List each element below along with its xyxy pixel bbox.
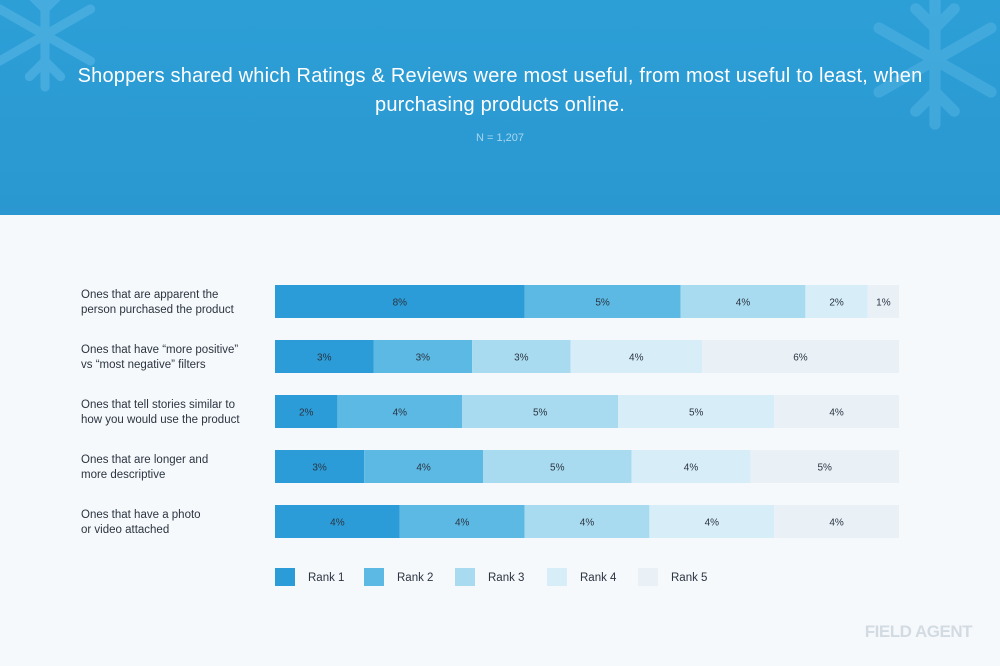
bar-segment: [805, 285, 868, 318]
bar-segment: [524, 505, 650, 538]
bar-segment: [750, 450, 899, 483]
category-label: Ones that have a photo or video attached: [81, 509, 201, 536]
data-label: 4%: [736, 298, 751, 309]
data-label: 5%: [817, 463, 832, 474]
bar-segment: [774, 505, 899, 538]
legend-swatch: [638, 568, 658, 586]
category-label: Ones that have “more positive” vs “most n…: [81, 344, 238, 371]
bar-segment: [631, 450, 751, 483]
bar-segment: [618, 395, 775, 428]
legend-swatch: [547, 568, 567, 586]
bar-segment: [570, 340, 702, 373]
data-label: 4%: [629, 353, 644, 364]
bar-segment: [462, 395, 619, 428]
data-label: 3%: [514, 353, 529, 364]
bar-segment: [275, 450, 365, 483]
data-label: 6%: [793, 353, 808, 364]
bar-segment: [337, 395, 463, 428]
bar-segment: [524, 285, 681, 318]
data-label: 4%: [416, 463, 431, 474]
snowflake-icon: [873, 0, 997, 130]
data-label: 4%: [455, 518, 470, 529]
bar-segment: [774, 395, 899, 428]
field-agent-logo: FIELD AGENT: [864, 622, 973, 641]
category-label: Ones that are apparent the person purchas…: [81, 289, 235, 316]
legend-swatch: [275, 568, 295, 586]
bar-segment: [649, 505, 775, 538]
bar-segment: [701, 340, 899, 373]
data-label: 4%: [829, 518, 844, 529]
data-label: 5%: [550, 463, 565, 474]
bar-segment: [483, 450, 632, 483]
bar-segment: [275, 395, 338, 428]
data-label: 4%: [393, 408, 408, 419]
bar-segment: [275, 285, 525, 318]
data-label: 4%: [829, 408, 844, 419]
data-label: 5%: [689, 408, 704, 419]
data-label: 3%: [317, 353, 332, 364]
category-label: Ones that are longer and more descriptive: [81, 454, 208, 481]
data-label: 3%: [312, 463, 327, 474]
data-label: 4%: [684, 463, 699, 474]
bar-segment: [364, 450, 483, 483]
data-label: 4%: [705, 518, 720, 529]
header-banner: Shoppers shared which Ratings & Reviews …: [0, 0, 1000, 215]
data-label: 2%: [829, 298, 844, 309]
data-label: 2%: [299, 408, 314, 419]
data-label: 5%: [595, 298, 610, 309]
bar-segment: [275, 340, 374, 373]
bar-segment: [373, 340, 473, 373]
legend-swatch: [455, 568, 475, 586]
data-label: 4%: [330, 518, 345, 529]
bar-segment: [867, 285, 899, 318]
legend-label: Rank 1: [308, 572, 344, 584]
legend-label: Rank 2: [397, 572, 433, 584]
chart-svg: Ones that are apparent the person purchas…: [81, 285, 899, 586]
snowflake-icon: [0, 0, 96, 92]
chart-title: Shoppers shared which Ratings & Reviews …: [77, 65, 923, 116]
data-label: 3%: [416, 353, 431, 364]
data-label: 8%: [393, 298, 408, 309]
bar-segment: [680, 285, 806, 318]
sample-size: N = 1,207: [475, 132, 524, 144]
legend-label: Rank 4: [580, 572, 617, 584]
bar-segment: [275, 505, 400, 538]
legend-label: Rank 3: [488, 572, 524, 584]
legend-label: Rank 5: [671, 572, 707, 584]
data-label: 5%: [533, 408, 548, 419]
data-label: 1%: [876, 298, 891, 309]
category-label: Ones that tell stories similar to how you…: [81, 399, 240, 426]
stacked-bar-chart: Ones that are apparent the person purchas…: [0, 215, 1000, 666]
data-label: 4%: [580, 518, 595, 529]
bar-segment: [399, 505, 525, 538]
legend-swatch: [364, 568, 384, 586]
bar-segment: [472, 340, 571, 373]
